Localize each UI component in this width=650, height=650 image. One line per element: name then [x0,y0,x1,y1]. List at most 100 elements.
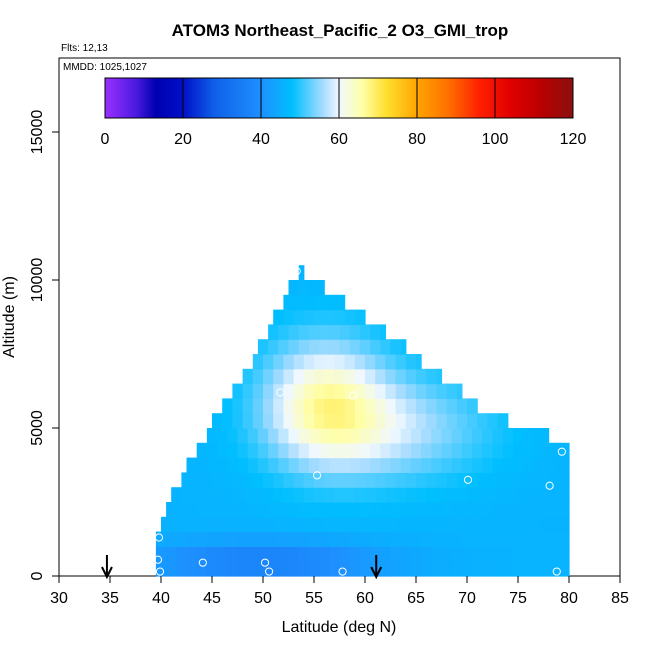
field-cell [308,339,320,355]
field-cell [553,457,565,473]
field-cell [512,561,524,577]
field-cell [298,265,305,281]
field-cell [354,354,366,370]
field-cell [324,398,335,414]
field-cell [288,324,300,340]
field-cell [268,324,279,340]
field-cell [441,561,453,577]
field-cell [283,516,295,533]
field-cell [201,516,213,533]
field-cell [354,516,366,533]
colorbar-tick-label-120: 120 [560,131,587,148]
field-cell [477,516,488,533]
field-cell [263,413,274,429]
field-cell [426,413,437,429]
field-cell [334,383,346,399]
field-cell [543,546,555,562]
field-cell [385,472,397,488]
field-cell [222,472,233,488]
field-cell [395,398,407,414]
field-cell [283,309,295,325]
field-cell [375,472,386,488]
field-cell [354,413,366,429]
field-cell [512,442,524,459]
field-cell [472,502,483,518]
field-cell [339,457,351,473]
field-cell [400,457,412,473]
field-cell [303,487,315,503]
field-cell [263,383,274,399]
field-cell [370,457,381,473]
field-cell [487,487,499,503]
field-cell [390,561,402,577]
field-cell [416,354,422,370]
field-cell [324,516,335,533]
field-cell [533,428,545,444]
field-cell [308,442,320,459]
ozone-field [155,265,570,577]
field-cell [268,561,279,577]
field-cell [410,546,422,562]
field-cell [385,354,397,370]
field-cell [232,398,244,414]
field-cell [242,413,254,429]
field-cell [441,502,453,518]
flight-point-12 [265,567,274,576]
field-cell [553,502,565,518]
field-cell [308,531,320,547]
field-cell [502,531,514,547]
field-cell [278,561,290,577]
colorbar-ticks: 0 20 40 60 80 100 120 [101,78,587,148]
field-cell [257,561,269,577]
field-cell [548,516,560,533]
field-cell [421,442,432,459]
field-cell [196,561,208,577]
x-tick-label-85: 85 [611,590,629,607]
field-cell [349,428,361,444]
field-cell [421,546,432,562]
field-cell [278,324,290,340]
field-cell [416,487,427,503]
field-cell [288,546,300,562]
field-cell [344,383,356,399]
field-cell [344,368,356,385]
field-cell [329,457,341,473]
field-cell [563,531,570,547]
field-cell [247,531,259,547]
field-cell [416,516,427,533]
field-cell [370,339,381,355]
field-cell [293,516,305,533]
field-cell [359,502,371,518]
field-cell [467,472,478,488]
field-cell [293,309,305,325]
field-cell [263,354,274,370]
field-cell [375,516,386,533]
field-cell [451,561,463,577]
field-cell [196,442,208,459]
field-cell [400,339,407,355]
x-tick-label-70: 70 [458,590,476,607]
field-cell [431,502,443,518]
field-cell [314,309,325,325]
x-tick-label-60: 60 [356,590,374,607]
field-cell [349,339,361,355]
field-cell [370,502,381,518]
field-cell [538,472,550,488]
field-cell [436,487,448,503]
field-cell [298,324,310,340]
field-cell [436,383,448,399]
field-cell [380,324,386,340]
field-cell [497,472,509,488]
field-cell [273,398,284,414]
field-cell [155,531,167,547]
field-cell [268,531,279,547]
field-cell [553,442,565,459]
field-cell [563,561,570,577]
field-cell [380,561,392,577]
field-cell [385,413,397,429]
field-cell [365,368,376,385]
field-cell [395,516,407,533]
field-cell [268,442,279,459]
field-cell [283,413,295,429]
field-cell [451,546,463,562]
